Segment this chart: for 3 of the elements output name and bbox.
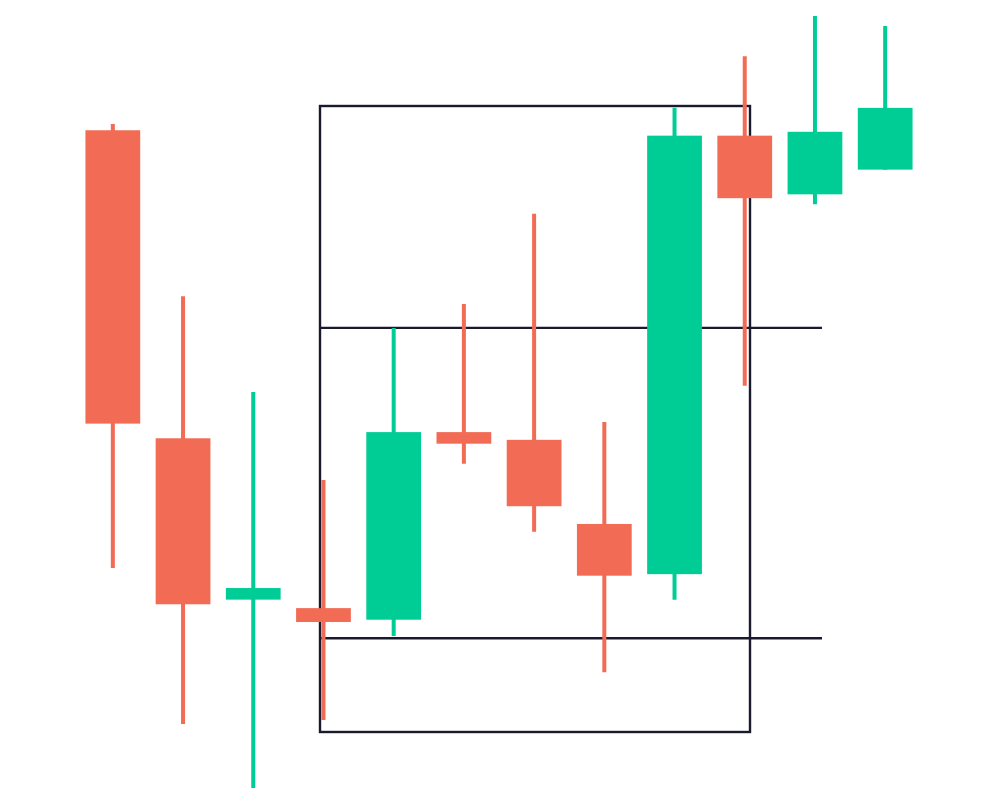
candlestick: [225, 389, 281, 790]
candlestick: [436, 301, 492, 466]
candlestick: [296, 477, 351, 723]
